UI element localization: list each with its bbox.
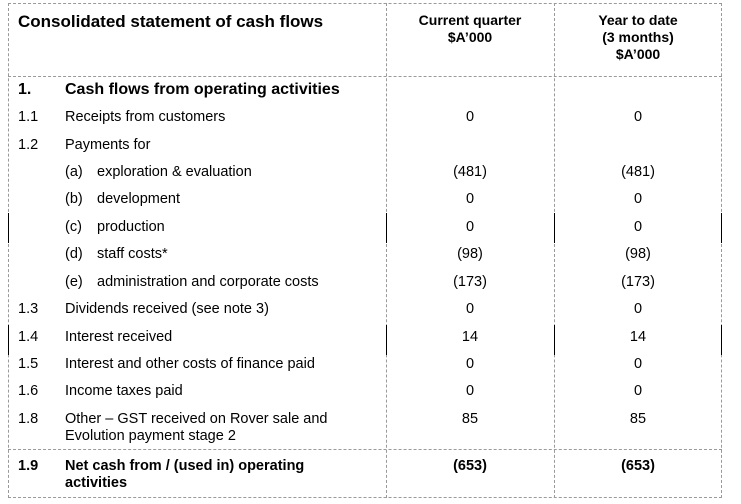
row-year-to-date: (173) bbox=[621, 274, 655, 290]
year-to-date-period: (3 months) bbox=[602, 29, 674, 45]
left-tick-2 bbox=[8, 325, 9, 355]
row-year-to-date: 0 bbox=[633, 191, 643, 207]
row-current-quarter: 0 bbox=[465, 219, 475, 235]
row-label: administration and corporate costs bbox=[97, 274, 319, 290]
row-year-to-date: (98) bbox=[625, 246, 651, 262]
column-divider-2 bbox=[554, 3, 555, 498]
total-label-line2: activities bbox=[65, 475, 128, 491]
row-number: 1.4 bbox=[18, 329, 39, 345]
row-sub-letter: (c) bbox=[65, 219, 82, 235]
year-to-date-header: Year to date (3 months) $A’000 bbox=[554, 12, 722, 63]
row-current-quarter: (481) bbox=[453, 164, 487, 180]
row-current-quarter: 14 bbox=[461, 329, 479, 345]
right-tick-1 bbox=[721, 213, 722, 243]
table-border-top bbox=[8, 3, 722, 4]
cash-flow-table: Consolidated statement of cash flows Cur… bbox=[8, 3, 722, 498]
row-number: 1.8 bbox=[18, 411, 39, 427]
table-border-bottom bbox=[8, 497, 722, 498]
row-label: Income taxes paid bbox=[65, 383, 183, 399]
left-tick bbox=[8, 213, 9, 243]
row-label-line2: Evolution payment stage 2 bbox=[65, 428, 236, 444]
total-number: 1.9 bbox=[18, 458, 39, 474]
row-label: development bbox=[97, 191, 181, 207]
total-current-quarter: (653) bbox=[453, 458, 487, 474]
row-year-to-date: 0 bbox=[633, 356, 643, 372]
row-current-quarter: 0 bbox=[465, 356, 475, 372]
row-label: Other – GST received on Rover sale and bbox=[65, 411, 328, 427]
row-year-to-date: (481) bbox=[621, 164, 655, 180]
row-year-to-date: 85 bbox=[629, 411, 647, 427]
row-number: 1.3 bbox=[18, 301, 39, 317]
col1-tick-2 bbox=[386, 325, 387, 355]
row-sub-letter: (e) bbox=[65, 274, 83, 290]
row-sub-letter: (a) bbox=[65, 164, 83, 180]
row-sub-letter: (d) bbox=[65, 246, 83, 262]
row-year-to-date: 14 bbox=[629, 329, 647, 345]
row-number: 1.6 bbox=[18, 383, 39, 399]
row-current-quarter: 0 bbox=[465, 383, 475, 399]
row-year-to-date: 0 bbox=[633, 383, 643, 399]
row-current-quarter: (173) bbox=[453, 274, 487, 290]
row-label: Interest received bbox=[65, 329, 173, 345]
row-year-to-date: 0 bbox=[633, 109, 643, 125]
row-number: 1.2 bbox=[18, 137, 39, 153]
statement-title: Consolidated statement of cash flows bbox=[18, 12, 324, 31]
total-year-to-date: (653) bbox=[621, 458, 655, 474]
row-label: Receipts from customers bbox=[65, 109, 226, 125]
right-tick-2 bbox=[721, 325, 722, 355]
row-current-quarter: 0 bbox=[465, 301, 475, 317]
section-title: Cash flows from operating activities bbox=[65, 81, 340, 98]
total-divider bbox=[8, 449, 722, 450]
col1-tick-1 bbox=[386, 213, 387, 243]
row-label: staff costs* bbox=[97, 246, 168, 262]
section-number: 1. bbox=[18, 81, 32, 98]
row-current-quarter: 0 bbox=[465, 191, 475, 207]
row-label: Dividends received (see note 3) bbox=[65, 301, 269, 317]
header-divider bbox=[8, 76, 722, 77]
row-year-to-date: 0 bbox=[633, 219, 643, 235]
row-sub-letter: (b) bbox=[65, 191, 83, 207]
current-quarter-label: Current quarter bbox=[418, 12, 522, 28]
current-quarter-header: Current quarter $A’000 bbox=[386, 12, 554, 46]
row-current-quarter: 0 bbox=[465, 109, 475, 125]
total-label: Net cash from / (used in) operating acti… bbox=[65, 458, 304, 492]
row-current-quarter: (98) bbox=[457, 246, 483, 262]
column-divider-1 bbox=[386, 3, 387, 498]
col2-tick-2 bbox=[554, 325, 555, 355]
current-quarter-unit: $A’000 bbox=[447, 29, 493, 45]
year-to-date-unit: $A’000 bbox=[615, 46, 661, 62]
row-number: 1.1 bbox=[18, 109, 39, 125]
row-label: production bbox=[97, 219, 165, 235]
table-border-left bbox=[8, 3, 9, 498]
row-current-quarter: 85 bbox=[461, 411, 479, 427]
row-number: 1.5 bbox=[18, 356, 39, 372]
row-label: Interest and other costs of finance paid bbox=[65, 356, 315, 372]
row-year-to-date: 0 bbox=[633, 301, 643, 317]
row-label: exploration & evaluation bbox=[97, 164, 252, 180]
row-label: Payments for bbox=[65, 137, 151, 153]
col2-tick-1 bbox=[554, 213, 555, 243]
year-to-date-label: Year to date bbox=[598, 12, 678, 28]
total-label-line1: Net cash from / (used in) operating bbox=[65, 458, 305, 474]
table-border-right bbox=[721, 3, 722, 498]
